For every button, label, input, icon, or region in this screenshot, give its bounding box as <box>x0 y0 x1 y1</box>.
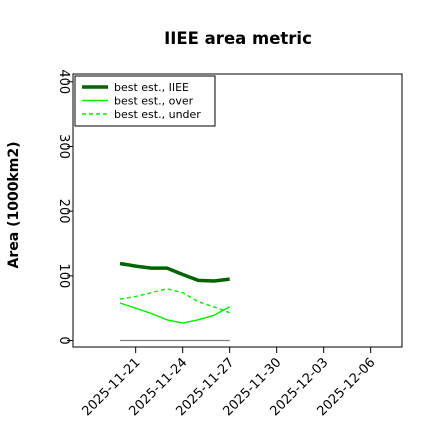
y-tick-label: 400 <box>56 69 71 94</box>
y-tick-label: 300 <box>56 134 71 159</box>
series-line-1 <box>119 261 230 283</box>
legend-label-2: best est., over <box>114 95 194 108</box>
y-axis-label: Area (1000km2) <box>6 142 22 269</box>
series-layer <box>119 261 231 324</box>
x-axis: 2025-11-212025-11-242025-11-272025-11-30… <box>79 347 378 419</box>
series-line-3 <box>119 288 230 314</box>
legend-label-3: best est., under <box>114 108 201 121</box>
legend-label-1: best est., IIEE <box>114 81 189 94</box>
y-tick-label: 100 <box>56 263 71 288</box>
chart-title: IIEE area metric <box>164 29 312 48</box>
y-axis: 0 100 200 300 400 <box>56 69 73 345</box>
y-tick-label: 200 <box>56 199 71 224</box>
series-line-2 <box>119 302 231 324</box>
plot-frame <box>72 73 403 348</box>
y-tick-label: 0 <box>56 336 71 344</box>
